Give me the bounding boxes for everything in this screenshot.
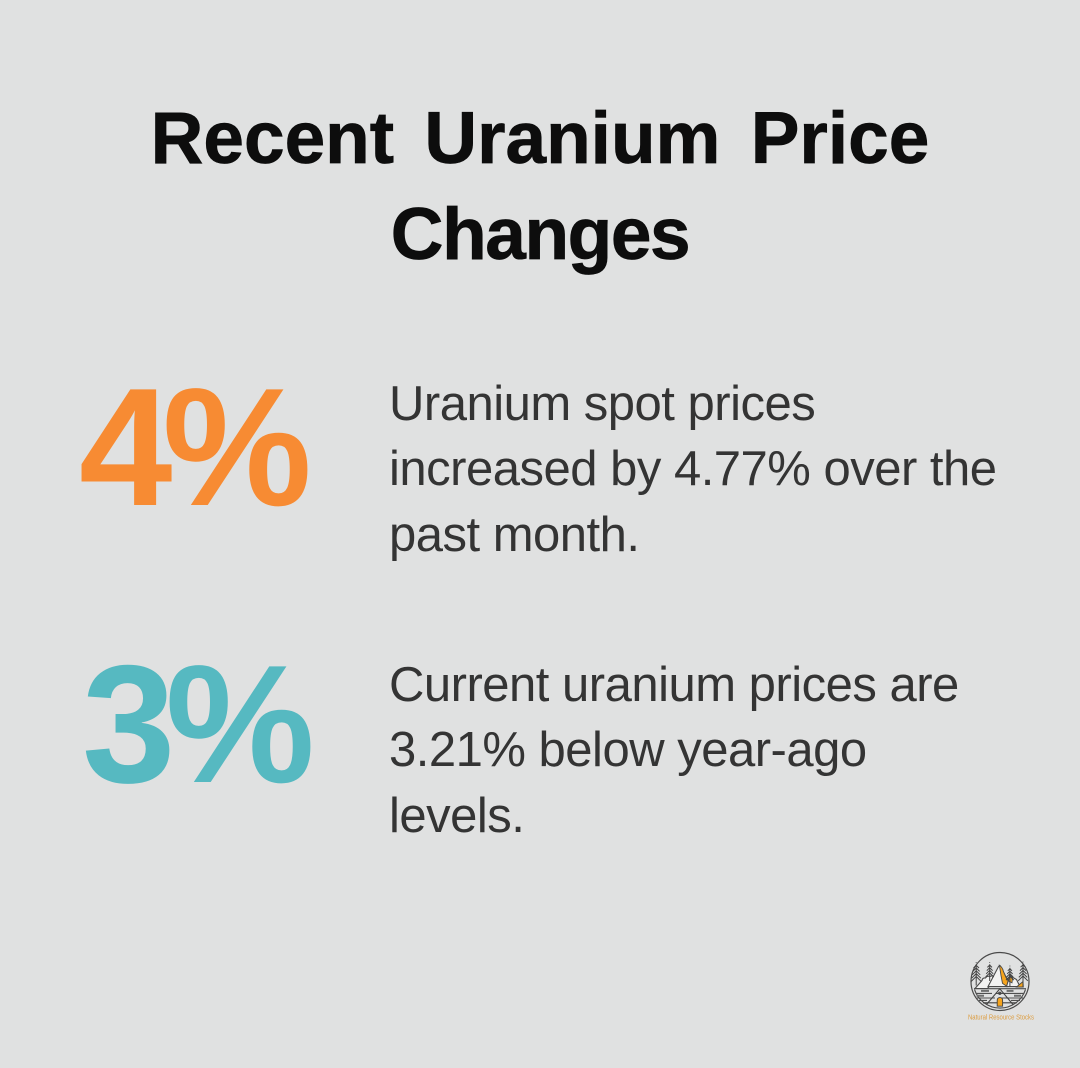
svg-text:Natural Resource Stocks: Natural Resource Stocks: [968, 1015, 1034, 1022]
